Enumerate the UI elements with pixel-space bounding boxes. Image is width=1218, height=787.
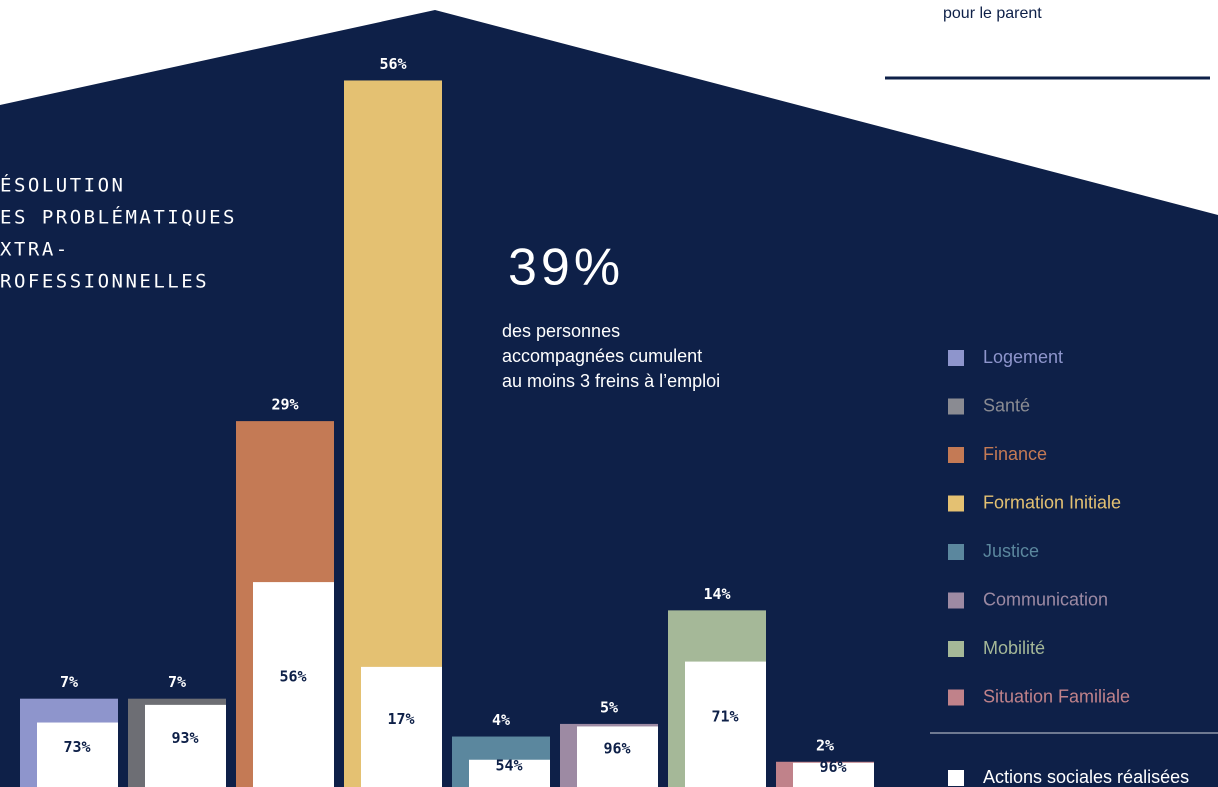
inner-bar — [793, 762, 874, 787]
highlight-text: des personnes — [502, 321, 620, 341]
highlight-text: accompagnées cumulent — [502, 346, 702, 366]
inner-bar — [469, 759, 550, 787]
inner-bar-label: 54% — [495, 756, 522, 774]
inner-bar-label: 93% — [171, 729, 198, 747]
highlight-figure: 39% — [508, 239, 624, 297]
legend-swatch — [948, 350, 964, 366]
heading-line: XTRA- — [0, 239, 70, 261]
inner-bar-label: 56% — [279, 668, 306, 686]
inner-bar — [37, 722, 118, 787]
bar-label: 7% — [60, 673, 78, 691]
legend-swatch — [948, 641, 964, 657]
legend-swatch — [948, 770, 964, 786]
legend-label: Actions sociales réalisées — [983, 767, 1189, 787]
legend-label: Santé — [983, 395, 1030, 415]
header-note: pour le parent — [943, 5, 1042, 22]
inner-bar — [145, 704, 226, 787]
inner-bar-label: 71% — [711, 707, 738, 725]
legend-swatch — [948, 447, 964, 463]
legend-label: Mobilité — [983, 638, 1045, 658]
legend-label: Logement — [983, 347, 1063, 367]
legend-swatch — [948, 689, 964, 706]
inner-bar-label: 96% — [603, 740, 630, 758]
legend-swatch — [948, 495, 964, 512]
legend-label: Situation Familiale — [983, 686, 1130, 706]
legend-swatch — [948, 398, 964, 415]
house-background — [0, 10, 1218, 787]
legend-label: Communication — [983, 589, 1108, 609]
inner-bar-label: 73% — [63, 738, 90, 756]
heading-line: ÉSOLUTION — [0, 174, 125, 197]
bar-label: 56% — [379, 55, 406, 73]
inner-bar — [253, 582, 334, 787]
highlight-text: au moins 3 freins à l’emploi — [502, 371, 720, 391]
legend-label: Formation Initiale — [983, 492, 1121, 512]
bar-label: 5% — [600, 698, 618, 716]
bar-label: 14% — [703, 585, 730, 603]
bar-label: 2% — [816, 736, 834, 754]
legend-label: Finance — [983, 444, 1047, 464]
bar-label: 29% — [271, 396, 298, 414]
inner-bar — [685, 661, 766, 787]
inner-bar — [577, 726, 658, 787]
bar-label: 7% — [168, 673, 186, 691]
bar-label: 4% — [492, 711, 510, 729]
inner-bar-label: 17% — [387, 710, 414, 728]
inner-bar — [361, 666, 442, 787]
heading-line: ES PROBLÉMATIQUES — [0, 206, 237, 229]
legend-label: Justice — [983, 541, 1039, 561]
heading-line: ROFESSIONNELLES — [0, 271, 209, 293]
legend-swatch — [948, 544, 964, 560]
legend-swatch — [948, 592, 964, 609]
inner-bar-label: 96% — [819, 758, 846, 776]
